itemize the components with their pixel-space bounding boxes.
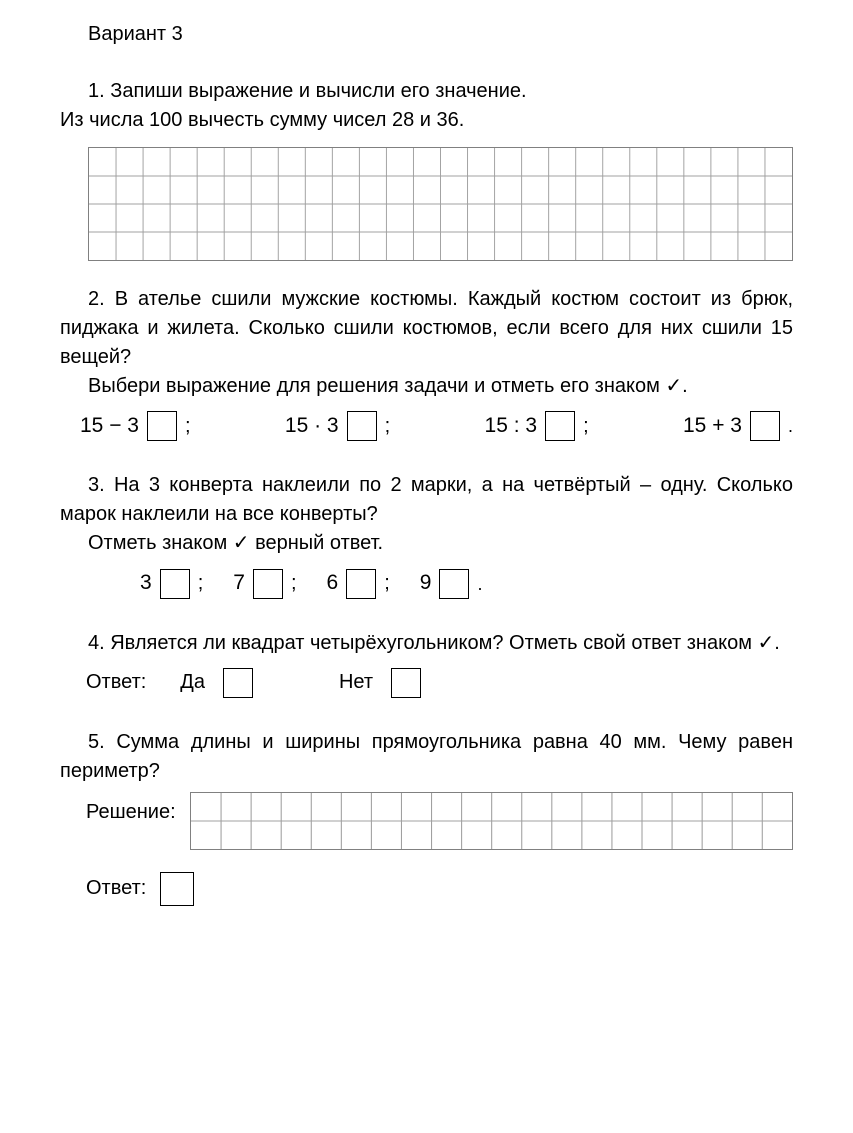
- p2-options: 15 − 3 ; 15 · 3 ; 15 : 3 ; 15 + 3 .: [60, 401, 793, 447]
- p3-opt4-trail: .: [477, 571, 482, 597]
- p4-yes-group: Да: [180, 668, 253, 698]
- p4-no-group: Нет: [339, 668, 421, 698]
- p2-opt3-checkbox[interactable]: [545, 411, 575, 441]
- p3-opt3-trail: ;: [384, 569, 390, 598]
- p4-answer-label: Ответ:: [86, 668, 146, 697]
- p5-answer-row: Ответ:: [60, 854, 793, 906]
- p4-answer-row: Ответ: Да Нет: [60, 658, 793, 704]
- p5-answer-box[interactable]: [160, 872, 194, 906]
- p2-opt1-expr: 15 − 3: [80, 411, 139, 441]
- p3-opt1-checkbox[interactable]: [160, 569, 190, 599]
- p3-option-3: 6 ;: [327, 568, 390, 598]
- p1-line1: 1. Запиши выражение и вычисли его значен…: [60, 77, 793, 106]
- p5-text: 5. Сумма длины и ширины прямоугольника р…: [60, 728, 793, 786]
- p5-solution-grid[interactable]: [190, 792, 793, 850]
- p5-solution-row: Решение:: [60, 786, 793, 854]
- p2-opt3-trail: ;: [583, 412, 589, 441]
- worksheet-page: Вариант 3 1. Запиши выражение и вычисли …: [60, 20, 793, 906]
- p3-options: 3 ; 7 ; 6 ; 9 .: [60, 558, 793, 604]
- p3-opt1-trail: ;: [198, 569, 204, 598]
- problem-5: 5. Сумма длины и ширины прямоугольника р…: [60, 728, 793, 906]
- p2-opt4-expr: 15 + 3: [683, 411, 742, 441]
- p3-opt4-val: 9: [420, 568, 432, 598]
- p4-no-label: Нет: [339, 668, 373, 697]
- problem-1: 1. Запиши выражение и вычисли его значен…: [60, 77, 793, 261]
- p3-option-2: 7 ;: [233, 568, 296, 598]
- p2-opt2-checkbox[interactable]: [347, 411, 377, 441]
- problem-3: 3. На 3 конверта наклеили по 2 марки, а …: [60, 471, 793, 604]
- p4-text: 4. Является ли квадрат четырёхугольником…: [60, 629, 793, 658]
- p3-opt2-val: 7: [233, 568, 245, 598]
- variant-title: Вариант 3: [60, 20, 793, 49]
- p2-text: 2. В ателье сшили мужские костюмы. Кажды…: [60, 285, 793, 372]
- p3-opt2-trail: ;: [291, 569, 297, 598]
- p2-option-3: 15 : 3 ;: [485, 411, 589, 441]
- p2-option-4: 15 + 3 .: [683, 411, 793, 441]
- p4-yes-label: Да: [180, 668, 205, 697]
- p3-opt3-checkbox[interactable]: [346, 569, 376, 599]
- p2-opt2-expr: 15 · 3: [285, 411, 339, 441]
- p3-opt1-val: 3: [140, 568, 152, 598]
- problem-4: 4. Является ли квадрат четырёхугольником…: [60, 629, 793, 704]
- p3-text: 3. На 3 конверта наклеили по 2 марки, а …: [60, 471, 793, 529]
- p1-answer-grid[interactable]: [88, 147, 793, 261]
- p2-opt4-checkbox[interactable]: [750, 411, 780, 441]
- p3-option-4: 9 .: [420, 568, 483, 598]
- p2-instruction: Выбери выражение для решения задачи и от…: [60, 372, 793, 401]
- p5-solution-label: Решение:: [86, 792, 176, 827]
- p2-opt4-trail: .: [788, 413, 793, 439]
- p3-opt2-checkbox[interactable]: [253, 569, 283, 599]
- p2-opt2-trail: ;: [385, 412, 391, 441]
- p4-no-checkbox[interactable]: [391, 668, 421, 698]
- p2-option-1: 15 − 3 ;: [80, 411, 191, 441]
- p1-line2: Из числа 100 вычесть сумму чисел 28 и 36…: [60, 106, 793, 135]
- p2-option-2: 15 · 3 ;: [285, 411, 390, 441]
- p5-answer-label: Ответ:: [86, 874, 146, 903]
- p3-instruction: Отметь знаком ✓ верный ответ.: [60, 529, 793, 558]
- p3-opt4-checkbox[interactable]: [439, 569, 469, 599]
- p2-opt3-expr: 15 : 3: [485, 411, 538, 441]
- p2-opt1-trail: ;: [185, 412, 191, 441]
- p3-opt3-val: 6: [327, 568, 339, 598]
- p4-yes-checkbox[interactable]: [223, 668, 253, 698]
- p3-option-1: 3 ;: [140, 568, 203, 598]
- p2-opt1-checkbox[interactable]: [147, 411, 177, 441]
- problem-2: 2. В ателье сшили мужские костюмы. Кажды…: [60, 285, 793, 447]
